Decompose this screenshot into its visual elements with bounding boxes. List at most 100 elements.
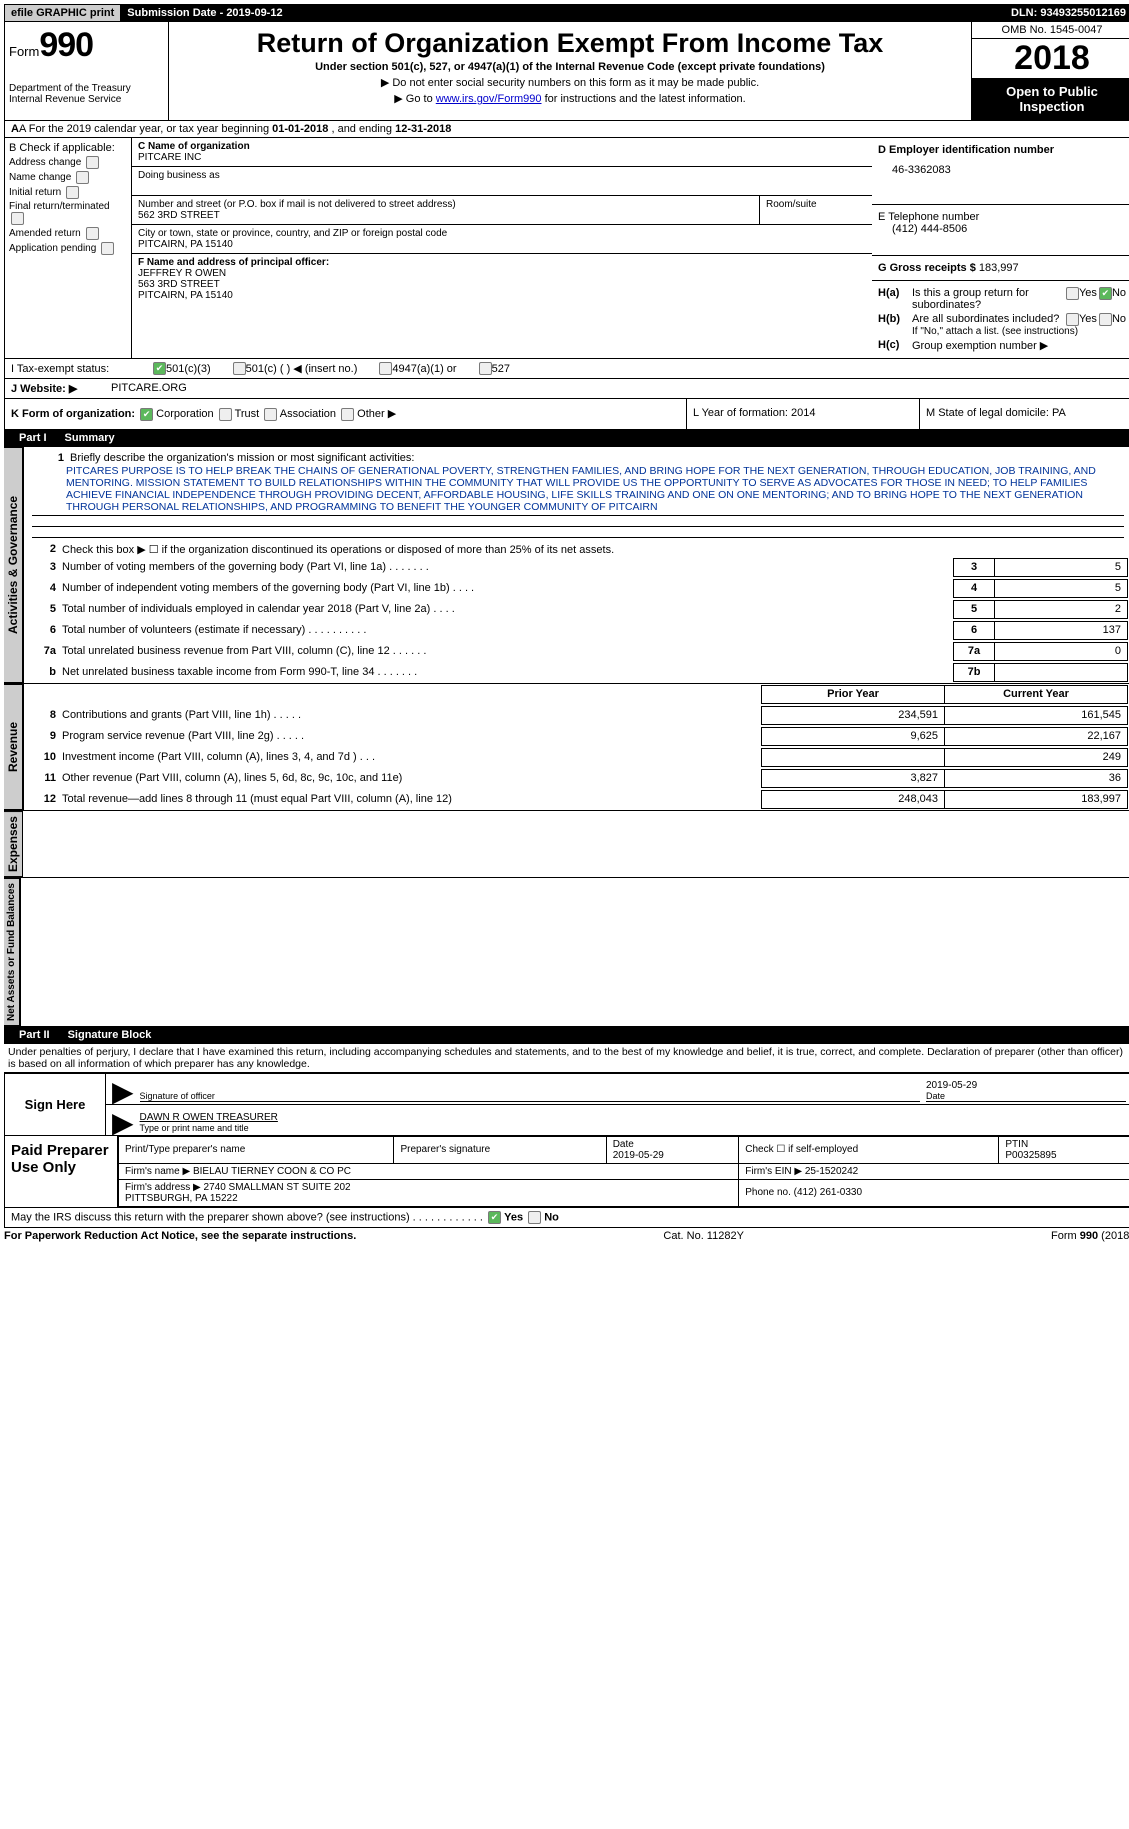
phone-label: E Telephone number bbox=[878, 211, 1126, 223]
501c-check[interactable] bbox=[233, 362, 246, 375]
checkbox-column: B Check if applicable: Address change Na… bbox=[5, 138, 132, 358]
firm-ein: 25-1520242 bbox=[805, 1166, 858, 1177]
form-ref: Form 990 (2018) bbox=[1051, 1230, 1129, 1242]
officer-label: F Name and address of principal officer: bbox=[138, 257, 866, 268]
other-check[interactable] bbox=[341, 408, 354, 421]
ein-label: D Employer identification number bbox=[878, 144, 1126, 156]
financial-line: 11Other revenue (Part VIII, column (A), … bbox=[24, 768, 1129, 789]
expenses-section: Expenses bbox=[4, 811, 1129, 878]
501c3-check[interactable]: ✔ bbox=[153, 362, 166, 375]
financial-line: 9Program service revenue (Part VIII, lin… bbox=[24, 726, 1129, 747]
preparer-date: 2019-05-29 bbox=[613, 1150, 664, 1161]
top-bar: efile GRAPHIC print Submission Date - 20… bbox=[4, 4, 1129, 22]
address-change-check[interactable]: Address change bbox=[9, 156, 127, 169]
initial-return-check[interactable]: Initial return bbox=[9, 186, 127, 199]
ptin-value: P00325895 bbox=[1005, 1150, 1056, 1161]
preparer-name-header: Print/Type preparer's name bbox=[119, 1136, 394, 1163]
exemption-number-label: Group exemption number ▶ bbox=[912, 339, 1048, 352]
governance-tab: Activities & Governance bbox=[4, 447, 23, 683]
subordinates-label: Are all subordinates included? bbox=[912, 313, 1064, 326]
submission-date: Submission Date - 2019-09-12 bbox=[121, 5, 1005, 21]
department-label: Department of the Treasury bbox=[9, 83, 164, 94]
instructions-line: ▶ Go to www.irs.gov/Form990 for instruct… bbox=[179, 92, 961, 105]
sign-here-label: Sign Here bbox=[5, 1074, 106, 1135]
summary-line: 6Total number of volunteers (estimate if… bbox=[24, 620, 1129, 641]
revenue-tab: Revenue bbox=[4, 684, 23, 810]
application-pending-check[interactable]: Application pending bbox=[9, 242, 127, 255]
irs-label: Internal Revenue Service bbox=[9, 94, 164, 105]
firm-name: BIELAU TIERNEY COON & CO PC bbox=[193, 1166, 351, 1177]
website-row: J Website: ▶ PITCARE.ORG bbox=[4, 379, 1129, 399]
org-info-column: C Name of organization PITCARE INC Doing… bbox=[132, 138, 872, 358]
tax-exempt-row: I Tax-exempt status: ✔ 501(c)(3) 501(c) … bbox=[4, 359, 1129, 379]
discuss-no-check[interactable] bbox=[528, 1211, 541, 1224]
amended-return-check[interactable]: Amended return bbox=[9, 227, 127, 240]
cat-no: Cat. No. 11282Y bbox=[663, 1230, 744, 1242]
corporation-check[interactable]: ✔ bbox=[140, 408, 153, 421]
activities-governance-section: Activities & Governance 1Briefly describ… bbox=[4, 447, 1129, 684]
self-employed-check[interactable]: Check ☐ if self-employed bbox=[739, 1136, 999, 1163]
efile-print-button[interactable]: efile GRAPHIC print bbox=[5, 5, 121, 21]
identification-block: B Check if applicable: Address change Na… bbox=[4, 138, 1129, 359]
signature-block: Sign Here ▶ Signature of officer 2019-05… bbox=[4, 1072, 1129, 1136]
irs-link[interactable]: www.irs.gov/Form990 bbox=[436, 93, 542, 105]
financial-line: 12Total revenue—add lines 8 through 11 (… bbox=[24, 789, 1129, 810]
summary-line: 2Check this box ▶ ☐ if the organization … bbox=[24, 542, 1129, 557]
mission-text: PITCARES PURPOSE IS TO HELP BREAK THE CH… bbox=[66, 465, 1124, 513]
org-name-value: PITCARE INC bbox=[138, 152, 866, 163]
summary-line: bNet unrelated business taxable income f… bbox=[24, 662, 1129, 683]
sig-date-label: Date bbox=[926, 1091, 1126, 1101]
gross-receipts-label: G Gross receipts $ bbox=[878, 262, 976, 274]
sig-officer-label: Signature of officer bbox=[140, 1091, 920, 1101]
527-check[interactable] bbox=[479, 362, 492, 375]
id-numbers-column: D Employer identification number 46-3362… bbox=[872, 138, 1129, 358]
net-assets-section: Net Assets or Fund Balances bbox=[4, 878, 1129, 1027]
tax-year: 2018 bbox=[972, 39, 1129, 78]
sig-date-value: 2019-05-29 bbox=[926, 1080, 1126, 1091]
financial-line: 10Investment income (Part VIII, column (… bbox=[24, 747, 1129, 768]
year-formation: L Year of formation: 2014 bbox=[686, 399, 919, 429]
form-header: Form990 Department of the Treasury Inter… bbox=[4, 22, 1129, 121]
phone-value: (412) 444-8506 bbox=[892, 223, 1126, 235]
form-title: Return of Organization Exempt From Incom… bbox=[179, 28, 961, 59]
col-b-header: B Check if applicable: bbox=[9, 142, 127, 154]
city-value: PITCAIRN, PA 15140 bbox=[138, 239, 866, 250]
form-label: Form bbox=[9, 44, 39, 59]
form-number: 990 bbox=[39, 26, 93, 64]
officer-name-value: DAWN R OWEN TREASURER bbox=[140, 1112, 1120, 1123]
part-2-header: Part II Signature Block bbox=[4, 1027, 1129, 1044]
firm-phone: (412) 261-0330 bbox=[794, 1187, 862, 1198]
summary-line: 4Number of independent voting members of… bbox=[24, 578, 1129, 599]
net-assets-tab: Net Assets or Fund Balances bbox=[4, 878, 20, 1026]
trust-check[interactable] bbox=[219, 408, 232, 421]
ein-value: 46-3362083 bbox=[892, 164, 1126, 176]
name-change-check[interactable]: Name change bbox=[9, 171, 127, 184]
expenses-tab: Expenses bbox=[4, 811, 23, 877]
page-footer: For Paperwork Reduction Act Notice, see … bbox=[4, 1228, 1129, 1244]
website-value: PITCARE.ORG bbox=[111, 382, 187, 395]
discuss-row: May the IRS discuss this return with the… bbox=[4, 1208, 1129, 1228]
association-check[interactable] bbox=[264, 408, 277, 421]
final-return-check[interactable]: Final return/terminated bbox=[9, 201, 127, 225]
dln-label: DLN: 93493255012169 bbox=[1005, 5, 1129, 21]
paperwork-notice: For Paperwork Reduction Act Notice, see … bbox=[4, 1230, 356, 1242]
discuss-yes-check[interactable]: ✔ bbox=[488, 1211, 501, 1224]
mission-block: 1Briefly describe the organization's mis… bbox=[24, 447, 1129, 542]
summary-line: 5Total number of individuals employed in… bbox=[24, 599, 1129, 620]
perjury-declaration: Under penalties of perjury, I declare th… bbox=[4, 1044, 1129, 1072]
summary-line: 3Number of voting members of the governi… bbox=[24, 557, 1129, 578]
group-return-label: Is this a group return for subordinates? bbox=[912, 287, 1064, 311]
subordinates-note: If "No," attach a list. (see instruction… bbox=[912, 326, 1126, 337]
name-arrow-icon: ▶ bbox=[112, 1113, 134, 1133]
paid-preparer-label: Paid Preparer Use Only bbox=[5, 1136, 118, 1207]
financial-line: 8Contributions and grants (Part VIII, li… bbox=[24, 705, 1129, 726]
ssn-warning: ▶ Do not enter social security numbers o… bbox=[179, 76, 961, 89]
tax-year-row: AA For the 2019 calendar year, or tax ye… bbox=[4, 121, 1129, 138]
signature-arrow-icon: ▶ bbox=[112, 1082, 134, 1102]
org-name-label: C Name of organization bbox=[138, 141, 866, 152]
officer-value: JEFFREY R OWEN 563 3RD STREET PITCAIRN, … bbox=[138, 268, 866, 301]
open-to-public: Open to Public Inspection bbox=[972, 78, 1129, 120]
form-subtitle: Under section 501(c), 527, or 4947(a)(1)… bbox=[179, 61, 961, 73]
4947-check[interactable] bbox=[379, 362, 392, 375]
name-title-label: Type or print name and title bbox=[140, 1123, 1120, 1133]
